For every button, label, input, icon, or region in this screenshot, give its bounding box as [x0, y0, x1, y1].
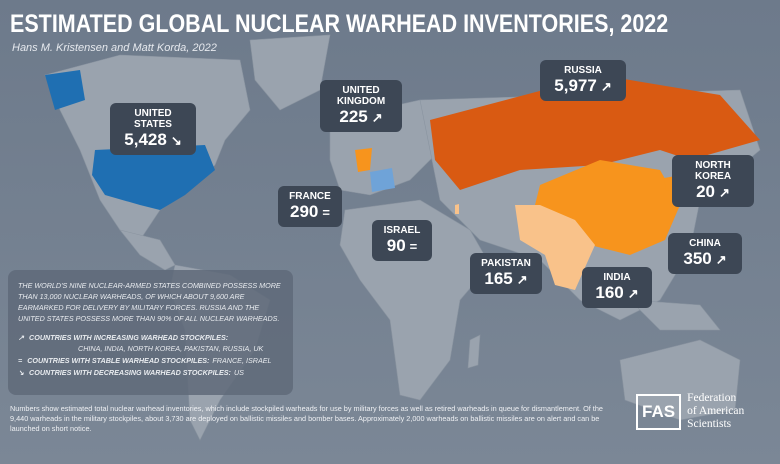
- summary: THE WORLD'S NINE NUCLEAR-ARMED STATES CO…: [18, 281, 281, 323]
- legend: ↗ COUNTRIES WITH INCREASING WARHEAD STOCK…: [18, 332, 283, 378]
- count-row: 160 ↗: [588, 283, 646, 303]
- legend-symbol: =: [18, 356, 23, 365]
- legend-detail: US: [233, 368, 244, 377]
- legend-symbol: ↗: [18, 333, 25, 342]
- warhead-count: 165: [484, 269, 513, 288]
- callout: UNITED KINGDOM 225 ↗: [320, 80, 402, 132]
- trend-symbol: ↗: [516, 272, 528, 287]
- southeast-asia: [629, 299, 721, 331]
- count-row: 5,977 ↗: [546, 76, 620, 96]
- trend-symbol: =: [409, 239, 418, 254]
- logo-line: Federation: [687, 392, 737, 404]
- france: [370, 168, 395, 192]
- warhead-count: 160: [595, 283, 624, 302]
- logo-line: Scientists: [687, 418, 732, 430]
- legend-symbol: ↘: [18, 368, 25, 377]
- country-name: RUSSIA: [564, 65, 602, 76]
- warhead-count: 5,977: [554, 76, 597, 95]
- israel: [455, 204, 459, 214]
- callout: ISRAEL 90 =: [372, 220, 432, 261]
- count-row: 165 ↗: [476, 269, 536, 289]
- central-america: [119, 229, 176, 271]
- united-states: [92, 145, 215, 210]
- russia: [430, 75, 760, 190]
- trend-symbol: ↗: [715, 252, 727, 267]
- logo-name: Federation of American Scientists: [687, 392, 744, 431]
- trend-symbol: ↗: [719, 185, 730, 200]
- subtitle: Hans M. Kristensen and Matt Korda, 2022: [12, 42, 217, 54]
- country-name: CHINA: [689, 238, 721, 249]
- warhead-count: 225: [339, 107, 368, 126]
- legend-detail: FRANCE, ISRAEL: [212, 356, 272, 365]
- callout: CHINA 350 ↗: [668, 233, 742, 274]
- callout: UNITED STATES 5,428 ↘: [110, 103, 196, 155]
- legend-label: COUNTRIES WITH INCREASING WARHEAD STOCKP…: [29, 333, 229, 342]
- united-kingdom: [355, 148, 372, 172]
- country-name: INDIA: [603, 272, 631, 283]
- country-name: UNITED KINGDOM: [336, 85, 386, 107]
- legend-label: COUNTRIES WITH STABLE WARHEAD STOCKPILES…: [27, 356, 210, 365]
- legend-detail: CHINA, INDIA, NORTH KOREA, PAKISTAN, RUS…: [78, 344, 264, 353]
- warhead-count: 5,428: [124, 130, 167, 149]
- country-name: NORTH KOREA: [694, 160, 732, 182]
- trend-symbol: =: [322, 205, 330, 220]
- australia: [619, 339, 741, 421]
- count-row: 90 =: [378, 236, 426, 256]
- callout: INDIA 160 ↗: [582, 267, 652, 308]
- legend-item: ↗ COUNTRIES WITH INCREASING WARHEAD STOCK…: [18, 332, 283, 354]
- logo-mark: FAS: [636, 393, 682, 430]
- title: ESTIMATED GLOBAL NUCLEAR WARHEAD INVENTO…: [10, 10, 669, 38]
- logo: FAS Federation of American Scientists: [636, 392, 744, 431]
- trend-symbol: ↘: [170, 133, 182, 148]
- callout: NORTH KOREA 20 ↗: [672, 155, 754, 207]
- warhead-count: 20: [696, 182, 715, 201]
- country-name: FRANCE: [289, 191, 331, 202]
- legend-item: ↘ COUNTRIES WITH DECREASING WARHEAD STOCK…: [18, 367, 283, 378]
- info-box: THE WORLD'S NINE NUCLEAR-ARMED STATES CO…: [8, 270, 293, 395]
- count-row: 225 ↗: [326, 107, 396, 127]
- count-row: 350 ↗: [674, 249, 736, 269]
- trend-symbol: ↗: [627, 286, 639, 301]
- us-alaska: [45, 70, 85, 110]
- logo-line: of American: [687, 405, 745, 417]
- legend-item: = COUNTRIES WITH STABLE WARHEAD STOCKPILE…: [18, 355, 283, 366]
- callout: RUSSIA 5,977 ↗: [540, 60, 626, 101]
- count-row: 290 =: [284, 202, 336, 222]
- madagascar: [467, 334, 481, 369]
- footnote: Numbers show estimated total nuclear war…: [10, 404, 603, 433]
- country-name: PAKISTAN: [481, 258, 531, 269]
- india-pakistan: [515, 205, 595, 290]
- trend-symbol: ↗: [600, 79, 612, 94]
- warhead-count: 90: [386, 236, 406, 255]
- callout: FRANCE 290 =: [278, 186, 342, 227]
- greenland: [249, 34, 331, 111]
- callout: PAKISTAN 165 ↗: [470, 253, 542, 294]
- warhead-count: 350: [683, 249, 712, 268]
- count-row: 5,428 ↘: [116, 130, 190, 150]
- country-name: UNITED STATES: [134, 108, 172, 130]
- count-row: 20 ↗: [678, 182, 748, 202]
- warhead-count: 290: [290, 202, 319, 221]
- trend-symbol: ↗: [371, 110, 383, 125]
- legend-label: COUNTRIES WITH DECREASING WARHEAD STOCKP…: [29, 368, 231, 377]
- country-name: ISRAEL: [383, 225, 421, 236]
